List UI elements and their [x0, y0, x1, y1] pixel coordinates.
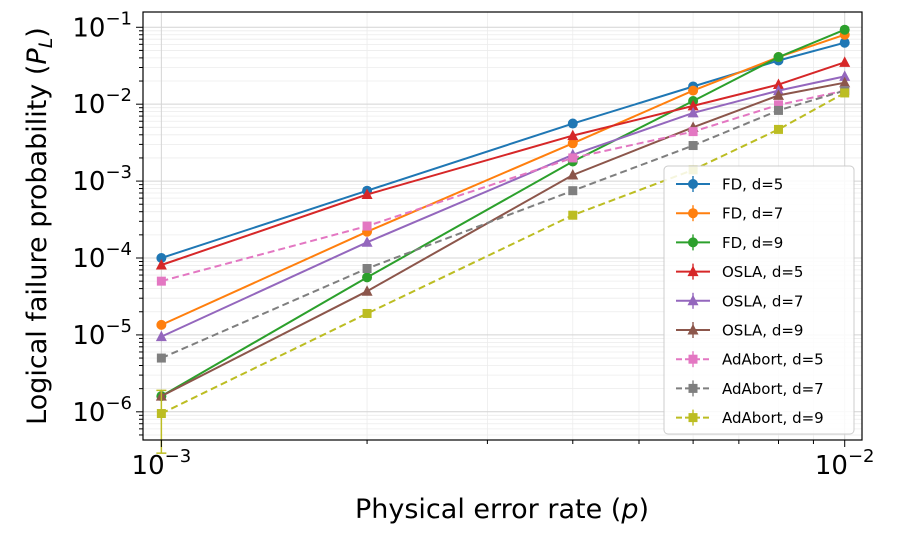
data-point	[568, 153, 578, 163]
data-point	[361, 188, 373, 199]
legend-item: AdAbort, d=7	[676, 380, 824, 398]
series-line	[160, 28, 846, 397]
data-point	[156, 319, 167, 330]
legend-marker	[688, 383, 698, 393]
major-gridlines	[143, 12, 862, 440]
data-point	[567, 118, 578, 129]
series-line	[160, 75, 845, 338]
data-point	[362, 264, 372, 274]
legend-item: AdAbort, d=9	[676, 409, 824, 427]
data-point	[156, 276, 166, 286]
data-point	[567, 138, 578, 149]
data-point	[839, 70, 851, 81]
data-point	[361, 236, 373, 247]
y-tick-label: 10−2	[72, 85, 132, 120]
x-tick-label: 10−2	[815, 446, 875, 481]
data-point	[156, 409, 166, 419]
legend-marker	[688, 354, 698, 364]
legend-label: OSLA, d=5	[722, 263, 803, 281]
legend-label: FD, d=9	[722, 234, 783, 252]
y-tick-label: 10−5	[72, 316, 132, 351]
tick-labels: 10−3 10−2 10−6 10−5 10−4 10−3 10−2 10−1	[72, 8, 874, 481]
legend-item: OSLA, d=5	[676, 263, 803, 281]
y-tick-label: 10−6	[72, 393, 132, 428]
data-point	[772, 89, 784, 100]
legend-label: OSLA, d=9	[722, 322, 803, 340]
data-point	[361, 285, 373, 296]
legend-item: FD, d=9	[676, 234, 783, 252]
legend-label: AdAbort, d=7	[722, 380, 824, 398]
legend-label: AdAbort, d=5	[722, 351, 824, 369]
plot-frame	[142, 11, 863, 441]
series-line	[161, 61, 846, 266]
data-point	[840, 88, 850, 98]
series-adabort-d-9	[156, 88, 850, 454]
legend-item: OSLA, d=9	[676, 322, 803, 340]
legend-label: OSLA, d=7	[722, 292, 803, 310]
data-point	[773, 105, 783, 115]
y-tick-label: 10−4	[72, 239, 132, 274]
data-point	[567, 169, 579, 180]
legend: FD, d=5 FD, d=7 FD, d=9 OSLA, d=5 OSLA, d=7 O…	[663, 165, 855, 435]
data-point	[567, 129, 579, 141]
data-point	[773, 124, 783, 134]
data-point	[688, 141, 698, 151]
data-point	[362, 272, 373, 283]
legend-item: OSLA, d=7	[676, 292, 803, 310]
data-point	[687, 99, 699, 111]
data-point	[839, 37, 850, 48]
y-tick-label: 10−3	[72, 162, 132, 197]
data-point	[773, 100, 783, 110]
data-point	[772, 78, 784, 90]
legend-marker	[688, 413, 698, 423]
series-line	[160, 81, 845, 397]
data-point	[688, 85, 699, 96]
x-tick-label: 10−3	[132, 446, 192, 481]
legend-label: FD, d=7	[722, 205, 783, 223]
data-point	[687, 106, 699, 118]
legend-label: FD, d=5	[722, 176, 783, 194]
data-point	[839, 24, 850, 35]
series-line	[161, 89, 845, 360]
series-layer	[155, 24, 851, 454]
legend-marker	[687, 324, 699, 335]
legend-item: AdAbort, d=5	[676, 351, 824, 369]
data-point	[839, 76, 851, 88]
x-axis-label: Physical error rate (p)	[355, 494, 649, 525]
legend-box	[663, 165, 855, 435]
data-point	[839, 56, 851, 67]
data-point	[362, 221, 372, 231]
legend-item: FD, d=7	[676, 205, 783, 223]
legend-label: AdAbort, d=9	[722, 409, 824, 427]
data-point	[155, 259, 167, 270]
series-osla-d-5	[155, 56, 851, 270]
data-point	[156, 353, 166, 363]
data-point	[156, 252, 167, 263]
series-line	[161, 41, 845, 259]
legend-marker	[687, 265, 699, 277]
y-tick-label: 10−1	[72, 8, 132, 43]
legend-marker	[687, 294, 699, 306]
legend-item: FD, d=5	[676, 176, 783, 194]
axis-ticks	[136, 26, 846, 447]
data-point	[568, 186, 578, 196]
data-point	[155, 330, 167, 342]
y-axis-label: Logical failure probability (PL)	[22, 27, 57, 425]
data-point	[773, 52, 784, 63]
data-point	[362, 308, 372, 318]
legend-marker	[688, 179, 698, 189]
data-point	[688, 127, 698, 137]
legend-marker	[688, 237, 698, 248]
legend-marker	[688, 208, 698, 219]
series-line	[160, 92, 846, 415]
data-point	[568, 210, 578, 220]
series-line	[161, 89, 845, 283]
